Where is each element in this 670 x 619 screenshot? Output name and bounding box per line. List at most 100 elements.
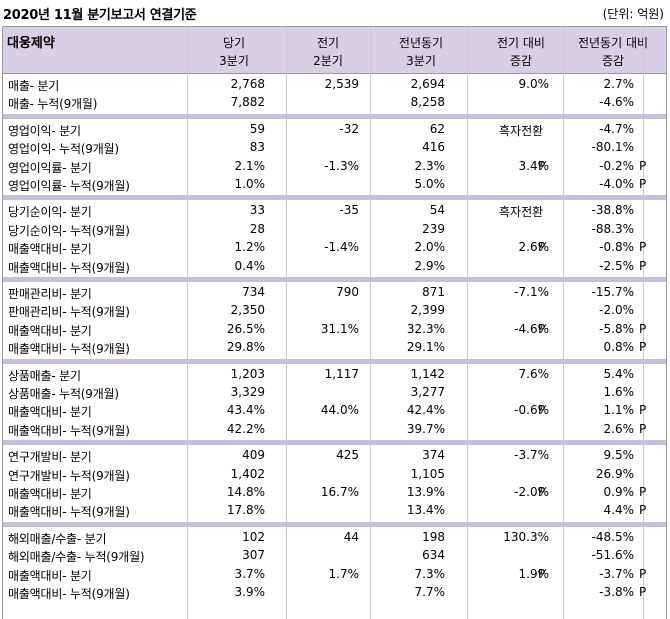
value-current: 59 (249, 121, 265, 136)
row-label: 당기순이익- 분기 (8, 205, 92, 220)
value-previous: -35 (339, 203, 359, 218)
column-divider (286, 27, 287, 619)
value-qoq-change: -4.6% (514, 321, 549, 336)
table-row: 매출- 분기 2,768 2,539 2,694 9.0% 2.7% (3, 76, 666, 94)
value-current: 26.5% (226, 321, 265, 336)
value-qoq-change: -7.1% (514, 285, 549, 299)
value-current: 2,768 (230, 77, 265, 91)
unit-marker-yoy: P (639, 403, 647, 418)
report-title: 2020년 11월 분기보고서 연결기준 (3, 8, 197, 23)
value-prior-year: 239 (422, 221, 445, 236)
value-current: 28 (249, 221, 265, 236)
value-yoy-change: 4.4% (603, 503, 635, 518)
value-current: 102 (242, 529, 265, 544)
value-yoy-change: 26.9% (595, 466, 634, 481)
unit-marker-yoy: P (639, 421, 647, 436)
value-yoy-change: -0.8% (599, 240, 634, 255)
value-current: 0.4% (234, 258, 266, 273)
value-prior-year: 7.3% (414, 566, 446, 581)
unit-marker-yoy: P (639, 566, 647, 581)
value-qoq-change: 1.9% (518, 566, 550, 581)
table-row: 매출액대비- 분기 3.7% 1.7% 7.3% 1.9% P -3.7% P (3, 566, 666, 584)
row-label: 해외매출/수출- 분기 (8, 531, 107, 546)
value-current: 1,203 (230, 366, 265, 381)
value-previous: 31.1% (320, 321, 359, 336)
unit-marker-qoq: P (538, 403, 546, 418)
value-prior-year: 54 (429, 203, 445, 218)
unit-marker-qoq: P (538, 566, 546, 581)
value-previous: 44 (343, 529, 359, 544)
value-yoy-change: -38.8% (591, 203, 634, 218)
table-row: 매출액대비- 분기 1.2% -1.4% 2.0% 2.6% P -0.8% P (3, 239, 666, 257)
value-current: 2.1% (234, 158, 266, 173)
value-current: 307 (242, 548, 265, 563)
value-prior-year: 8,258 (410, 95, 445, 110)
value-prior-year: 634 (422, 548, 445, 563)
value-current: 409 (242, 448, 265, 463)
value-prior-year: 7.7% (414, 585, 446, 599)
row-label: 영업이익- 분기 (8, 123, 81, 138)
row-label: 당기순이익- 누적(9개월) (8, 223, 130, 238)
value-current: 29.8% (226, 340, 265, 355)
value-prior-year: 2,694 (410, 77, 445, 91)
value-yoy-change: 2.6% (603, 421, 635, 436)
col-header-previous: 전기 2분기 (313, 36, 343, 68)
value-yoy-change: -0.2% (599, 158, 634, 173)
table-row: 상품매출- 분기 1,203 1,117 1,142 7.6% 5.4% (3, 366, 666, 384)
financial-table: 대웅제약 당기 3분기 전기 2분기 전년동기 3분기 전기 대비 증감 전년동기 대비… (2, 26, 667, 619)
value-previous: 790 (336, 285, 359, 299)
value-previous: -1.4% (324, 240, 359, 255)
column-divider (467, 27, 468, 619)
value-previous: -1.3% (324, 158, 359, 173)
value-current: 3,329 (230, 385, 265, 399)
group-separator (3, 521, 666, 527)
value-yoy-change: -5.8% (599, 321, 634, 336)
value-yoy-change: -2.5% (599, 258, 634, 273)
value-current: 2,350 (230, 303, 265, 318)
table-row: 연구개발비- 분기 409 425 374 -3.7% 9.5% (3, 447, 666, 465)
value-current: 42.2% (226, 421, 265, 436)
table-row: 해외매출/수출- 분기 102 44 198 130.3% -48.5% (3, 529, 666, 547)
table-row: 매출액대비- 누적(9개월) 0.4% 2.9% -2.5% P (3, 258, 666, 276)
value-current: 7,882 (230, 95, 265, 110)
value-prior-year: 5.0% (414, 177, 446, 191)
unit-marker-qoq: P (538, 158, 546, 173)
unit-marker-qoq: P (538, 240, 546, 255)
row-label: 영업이익- 누적(9개월) (8, 142, 119, 157)
table-row: 매출액대비- 누적(9개월) 3.9% 7.7% -3.8% P (3, 584, 666, 602)
table-header: 대웅제약 당기 3분기 전기 2분기 전년동기 3분기 전기 대비 증감 전년동기 대비… (3, 27, 666, 74)
row-label: 영업이익률- 누적(9개월) (8, 179, 130, 193)
value-current: 1,402 (230, 466, 265, 481)
company-name: 대웅제약 (7, 36, 55, 51)
table-row: 당기순이익- 분기 33 -35 54 흑자전환 -38.8% (3, 202, 666, 220)
value-yoy-change: 0.9% (603, 485, 635, 499)
value-prior-year: 3,277 (410, 385, 445, 399)
table-row: 판매관리비- 누적(9개월) 2,350 2,399 -2.0% (3, 302, 666, 320)
value-yoy-change: -4.0% (599, 177, 634, 191)
row-label: 상품매출- 누적(9개월) (8, 387, 119, 401)
value-current: 14.8% (226, 485, 265, 499)
unit-marker-qoq: P (538, 485, 546, 499)
value-qoq-change: -0.6% (514, 403, 549, 418)
value-current: 1.2% (234, 240, 266, 255)
value-yoy-change: -80.1% (591, 140, 634, 155)
value-current: 83 (249, 140, 265, 155)
value-previous: 16.7% (320, 485, 359, 499)
value-prior-year: 2.0% (414, 240, 446, 255)
table-row: 매출액대비- 분기 43.4% 44.0% 42.4% -0.6% P 1.1% P (3, 402, 666, 420)
row-label: 매출액대비- 분기 (8, 568, 92, 583)
value-previous: 1,117 (324, 366, 359, 381)
group-separator (3, 440, 666, 446)
row-label: 매출액대비- 누적(9개월) (8, 260, 130, 275)
row-label: 매출액대비- 누적(9개월) (8, 505, 130, 520)
unit-marker-yoy: P (639, 321, 647, 336)
table-row: 판매관리비- 분기 734 790 871 -7.1% -15.7% (3, 284, 666, 302)
value-previous: 425 (336, 448, 359, 463)
value-prior-year: 2,399 (410, 303, 445, 318)
unit-marker-yoy: P (639, 158, 647, 173)
column-divider (643, 27, 644, 619)
value-previous: 2,539 (324, 77, 359, 91)
unit-marker-yoy: P (639, 177, 647, 191)
value-prior-year: 39.7% (406, 421, 445, 436)
table-row: 상품매출- 누적(9개월) 3,329 3,277 1.6% (3, 384, 666, 402)
